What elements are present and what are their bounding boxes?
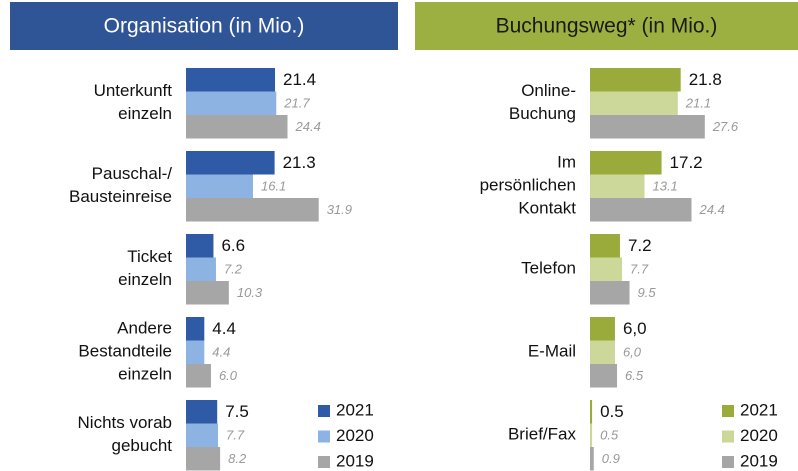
value-label: 7.2 xyxy=(628,236,652,255)
category-label: Telefon xyxy=(521,259,576,278)
value-label: 6.0 xyxy=(219,368,238,383)
header xyxy=(10,2,398,50)
bar xyxy=(590,151,662,175)
value-label: 21.4 xyxy=(283,70,316,89)
value-label: 24.4 xyxy=(699,202,725,217)
bar xyxy=(186,317,205,341)
legend-label: 2019 xyxy=(336,451,374,470)
bar xyxy=(186,174,253,198)
bar xyxy=(186,115,288,139)
value-label: 7.2 xyxy=(224,262,243,277)
bar xyxy=(590,198,692,222)
bar xyxy=(590,174,645,198)
bar xyxy=(590,364,618,388)
bar xyxy=(590,447,594,471)
bar xyxy=(590,257,623,281)
category-label: E-Mail xyxy=(528,342,576,361)
value-label: 16.1 xyxy=(261,179,286,194)
bar xyxy=(186,340,205,364)
value-label: 8.2 xyxy=(228,451,247,466)
legend-label: 2021 xyxy=(740,400,778,419)
bar xyxy=(590,234,620,258)
category-label: Nichts vorab gebucht xyxy=(78,413,173,455)
value-label: 6.5 xyxy=(625,368,644,383)
value-label: 4.4 xyxy=(212,319,236,338)
value-label: 7.5 xyxy=(225,402,249,421)
value-label: 0.5 xyxy=(600,428,619,443)
bar xyxy=(590,68,681,92)
category-label: Im persönlichen Kontakt xyxy=(480,153,577,218)
value-label: 10.3 xyxy=(237,285,263,300)
value-label: 0.5 xyxy=(600,402,624,421)
bar xyxy=(186,198,319,222)
bar xyxy=(590,281,630,305)
value-label: 27.6 xyxy=(712,119,739,134)
category-label: Brief/Fax xyxy=(508,425,577,444)
value-label: 31.9 xyxy=(327,202,352,217)
header xyxy=(415,2,798,50)
value-label: 21.3 xyxy=(283,153,316,172)
legend-label: 2020 xyxy=(336,426,374,445)
chart-title: Buchungsweg* (in Mio.) xyxy=(496,15,718,38)
legend-swatch xyxy=(722,456,734,468)
bar xyxy=(186,151,275,175)
value-label: 9.5 xyxy=(638,285,657,300)
value-label: 4.4 xyxy=(212,345,230,360)
bar xyxy=(186,68,276,92)
bar xyxy=(186,234,214,258)
value-label: 21.7 xyxy=(283,96,310,111)
category-label: Ticket einzeln xyxy=(118,247,172,289)
category-label: Online-Buchung xyxy=(509,81,576,123)
legend-swatch xyxy=(722,430,734,443)
bar xyxy=(186,400,218,424)
legend-label: 2019 xyxy=(740,451,778,470)
legend-swatch xyxy=(318,430,330,443)
bar xyxy=(186,91,277,115)
legend-label: 2021 xyxy=(336,400,374,419)
bar xyxy=(186,423,219,447)
category-label: Pauschal-/Bausteinreise xyxy=(69,164,172,206)
value-label: 21.1 xyxy=(685,96,711,111)
value-label: 7.7 xyxy=(630,262,649,277)
category-label: Andere Bestandteile einzeln xyxy=(78,319,172,384)
value-label: 6,0 xyxy=(623,319,647,338)
value-label: 6,0 xyxy=(623,345,642,360)
bar xyxy=(590,340,615,364)
bar xyxy=(186,447,221,471)
value-label: 24.4 xyxy=(295,119,321,134)
bar xyxy=(590,115,705,139)
value-label: 0.9 xyxy=(602,451,620,466)
bar xyxy=(186,364,211,388)
legend-swatch xyxy=(318,405,330,417)
legend-swatch xyxy=(318,456,330,468)
value-label: 7.7 xyxy=(226,428,245,443)
category-label: Unterkunft einzeln xyxy=(94,81,173,123)
value-label: 6.6 xyxy=(221,236,245,255)
bar xyxy=(186,257,216,281)
bar xyxy=(590,423,593,447)
bar xyxy=(590,400,593,424)
bar xyxy=(590,317,615,341)
value-label: 21.8 xyxy=(689,70,722,89)
value-label: 13.1 xyxy=(652,179,677,194)
legend-label: 2020 xyxy=(740,426,778,445)
chart-title: Organisation (in Mio.) xyxy=(104,15,305,38)
bar xyxy=(590,91,678,115)
value-label: 17.2 xyxy=(670,153,703,172)
legend-swatch xyxy=(722,405,734,417)
bar xyxy=(186,281,229,305)
